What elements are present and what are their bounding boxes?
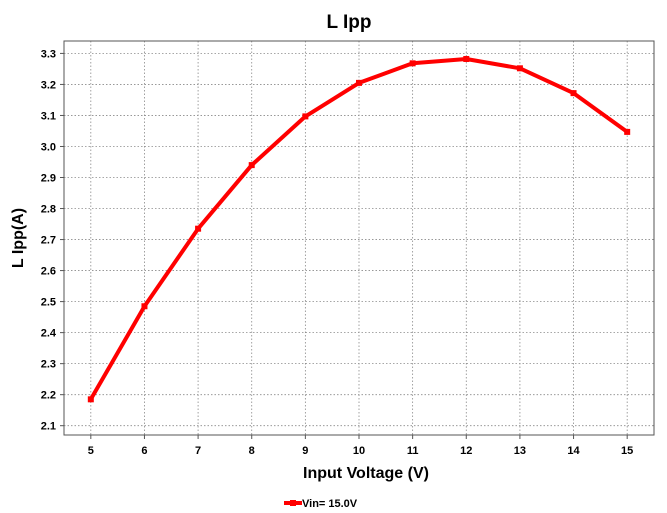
x-tick-label: 9 — [302, 445, 308, 457]
data-point-marker — [516, 65, 523, 72]
x-axis-ticks: 5 6 7 8 9 10 11 12 13 14 15 — [88, 435, 633, 457]
y-tick-label: 2.7 — [41, 235, 56, 247]
y-tick-label: 3.2 — [41, 79, 56, 91]
y-axis-ticks: 2.1 2.2 2.3 2.4 2.5 2.6 2.7 2.8 2.9 3.0 3.1 3.2 3.3 — [41, 48, 64, 433]
data-point-marker — [302, 113, 309, 120]
x-tick-label: 8 — [249, 445, 255, 457]
legend-entry-label: Vin= 15.0V — [302, 498, 358, 510]
chart-title: L Ipp — [326, 12, 371, 33]
data-point-marker — [463, 55, 470, 62]
data-point-marker — [624, 128, 631, 135]
x-tick-label: 14 — [567, 445, 580, 457]
legend-marker-swatch — [290, 500, 296, 506]
x-tick-label: 5 — [88, 445, 94, 457]
y-tick-label: 2.4 — [41, 328, 57, 340]
x-tick-label: 6 — [141, 445, 147, 457]
x-tick-label: 11 — [407, 445, 419, 457]
y-tick-label: 3.0 — [41, 141, 56, 153]
y-tick-label: 3.1 — [41, 110, 56, 122]
y-axis-label: L Ipp(A) — [10, 208, 27, 268]
y-tick-label: 2.3 — [41, 359, 56, 371]
y-tick-label: 2.2 — [41, 390, 56, 402]
y-tick-label: 2.5 — [41, 297, 56, 309]
y-tick-label: 2.9 — [41, 173, 56, 185]
x-tick-label: 15 — [621, 445, 633, 457]
x-tick-label: 13 — [514, 445, 526, 457]
y-tick-label: 2.6 — [41, 266, 56, 278]
y-tick-label: 2.8 — [41, 204, 56, 216]
y-tick-label: 2.1 — [41, 421, 56, 433]
legend: Vin= 15.0V — [284, 498, 358, 510]
y-tick-label: 3.3 — [41, 48, 56, 60]
series-layer — [87, 55, 631, 403]
data-point-marker — [141, 303, 148, 310]
series-line — [88, 57, 630, 402]
data-point-marker — [409, 60, 416, 67]
data-point-marker — [248, 162, 255, 169]
data-point-marker — [87, 396, 94, 403]
data-point-marker — [356, 79, 362, 86]
data-point-marker — [195, 225, 202, 232]
x-tick-label: 10 — [353, 445, 365, 457]
x-axis-label: Input Voltage (V) — [303, 465, 429, 482]
x-tick-label: 12 — [460, 445, 472, 457]
grid — [64, 41, 654, 435]
x-tick-label: 7 — [195, 445, 201, 457]
data-point-marker — [570, 90, 577, 97]
